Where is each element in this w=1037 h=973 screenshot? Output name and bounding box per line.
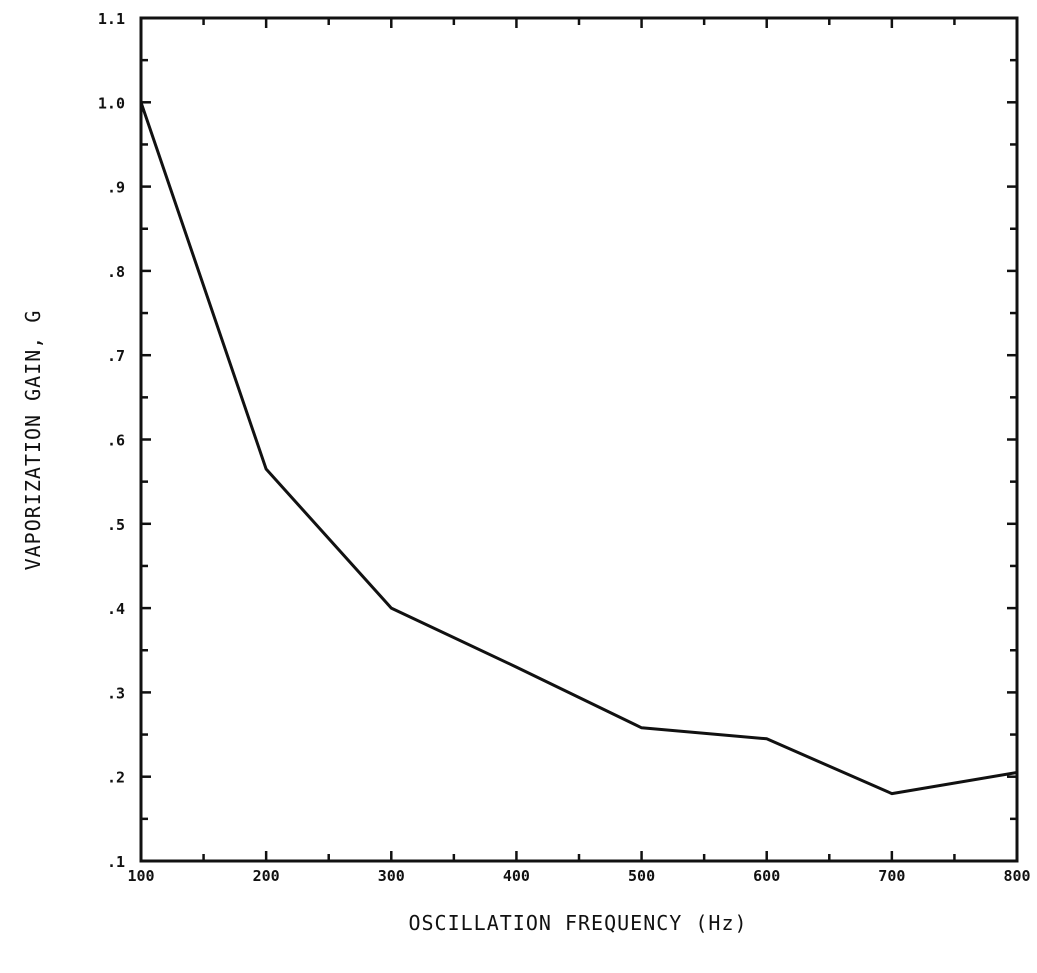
y-tick-label: .2 — [107, 769, 125, 787]
axis-ticks — [139, 16, 1019, 863]
y-tick-label: .7 — [107, 347, 125, 365]
y-axis-title: VAPORIZATION GAIN, G — [21, 310, 45, 571]
plot-frame — [139, 16, 1019, 863]
y-tick-label: .8 — [107, 263, 125, 281]
x-tick-label: 400 — [503, 867, 530, 885]
y-tick-label: 1.1 — [98, 10, 125, 28]
tick-labels: 100 200 300 400 500 600 700 800 .1 .2 .3 .4 .5 .6 .7 .8… — [98, 10, 1031, 885]
y-tick-label: .9 — [107, 179, 125, 197]
y-tick-label: .5 — [107, 516, 125, 534]
x-tick-label: 100 — [127, 867, 154, 885]
x-tick-label: 800 — [1003, 867, 1030, 885]
x-tick-label: 500 — [628, 867, 655, 885]
plot-area — [139, 16, 1019, 863]
x-tick-label: 300 — [378, 867, 405, 885]
y-tick-label: .4 — [107, 600, 125, 618]
y-tick-label: .1 — [107, 853, 125, 871]
y-tick-label: .3 — [107, 684, 125, 702]
x-tick-label: 200 — [253, 867, 280, 885]
series-line — [139, 101, 1018, 796]
x-tick-label: 700 — [878, 867, 905, 885]
y-tick-label: .6 — [107, 432, 125, 450]
x-axis-title: OSCILLATION FREQUENCY (Hz) — [408, 911, 747, 935]
y-tick-label: 1.0 — [98, 94, 125, 112]
x-tick-label: 600 — [753, 867, 780, 885]
